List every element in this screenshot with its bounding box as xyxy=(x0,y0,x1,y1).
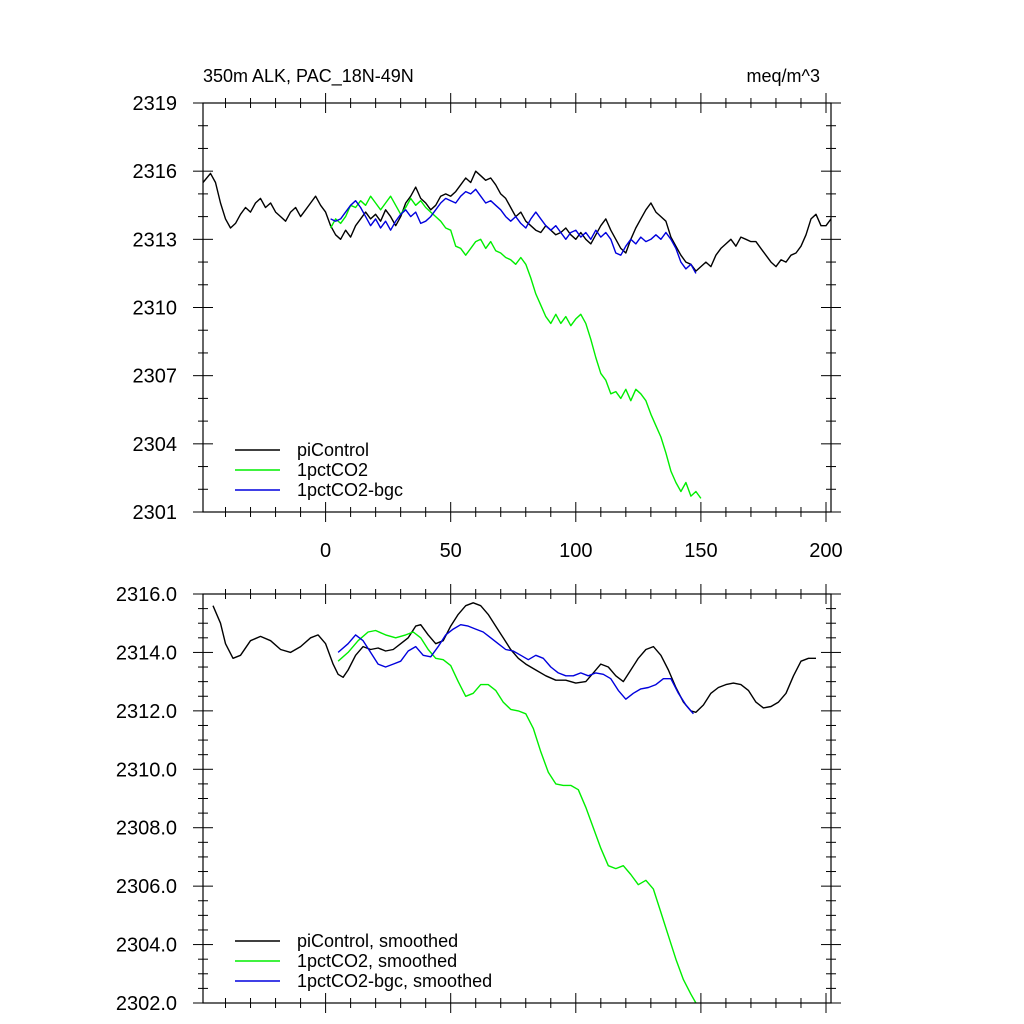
bottom-legend-label-2: 1pctCO2-bgc, smoothed xyxy=(297,971,492,991)
top-x-tick-label: 50 xyxy=(440,540,462,562)
top-x-tick-label: 100 xyxy=(559,540,592,562)
bottom-series-line-0 xyxy=(212,602,816,713)
bottom-legend-label-0: piControl, smoothed xyxy=(297,931,458,951)
top-panel: 350m ALK, PAC_18N-49N meq/m^3 0 50 100 150 2… xyxy=(133,66,843,562)
bottom-y-tick-label: 2316.0 xyxy=(116,584,177,606)
top-legend-label-0: piControl xyxy=(297,440,369,460)
top-y-tick-label: 2301 xyxy=(133,502,178,524)
top-tick-layer: 0 50 100 150 200 2301 2304 2307 2310 2313 2316 2319 xyxy=(133,93,843,562)
top-y-tick-label: 2319 xyxy=(133,93,178,115)
bottom-y-tick-label: 2310.0 xyxy=(116,759,177,781)
top-legend-label-1: 1pctCO2 xyxy=(297,460,368,480)
top-series-line-2 xyxy=(330,188,697,274)
top-x-tick-label: 150 xyxy=(684,540,717,562)
top-x-tick-label: 200 xyxy=(809,540,842,562)
bottom-series-line-2 xyxy=(337,624,694,715)
bottom-y-tick-label: 2314.0 xyxy=(116,642,177,664)
bottom-series-line-1 xyxy=(337,629,697,1004)
top-y-tick-label: 2310 xyxy=(133,298,178,320)
bottom-y-tick-label: 2308.0 xyxy=(116,818,177,840)
top-y-tick-label: 2313 xyxy=(133,229,178,251)
bottom-tick-layer: 2302.0 2304.0 2306.0 2308.0 2310.0 2312.0 2314… xyxy=(116,584,841,1015)
top-panel-units: meq/m^3 xyxy=(747,66,820,86)
bottom-y-tick-label: 2306.0 xyxy=(116,876,177,898)
top-series-line-1 xyxy=(329,195,702,499)
top-series-layer xyxy=(202,170,832,499)
top-y-tick-label: 2304 xyxy=(133,434,178,456)
bottom-panel: 2302.0 2304.0 2306.0 2308.0 2310.0 2312.0 2314… xyxy=(116,584,841,1015)
top-x-tick-label: 0 xyxy=(320,540,331,562)
top-legend-label-2: 1pctCO2-bgc xyxy=(297,480,403,500)
bottom-y-tick-label: 2304.0 xyxy=(116,935,177,957)
top-y-tick-label: 2307 xyxy=(133,366,178,388)
bottom-series-layer xyxy=(212,602,816,1004)
bottom-y-tick-label: 2312.0 xyxy=(116,701,177,723)
bottom-legend-label-1: 1pctCO2, smoothed xyxy=(297,951,457,971)
top-panel-title: 350m ALK, PAC_18N-49N xyxy=(203,66,414,87)
bottom-y-tick-label: 2302.0 xyxy=(116,993,177,1015)
top-y-tick-label: 2316 xyxy=(133,161,178,183)
top-series-line-0 xyxy=(202,170,832,272)
